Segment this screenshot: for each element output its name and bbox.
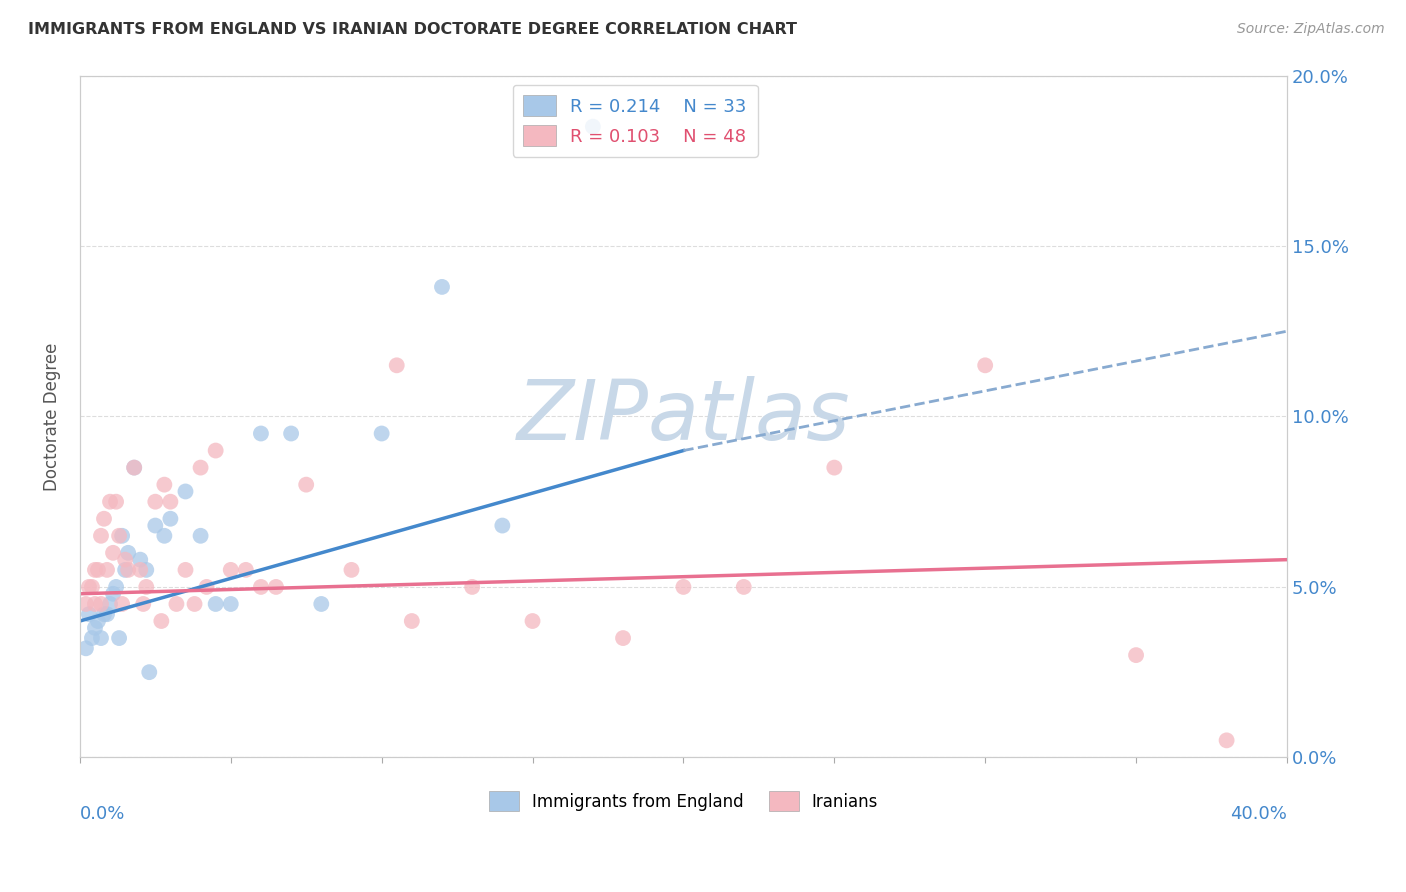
Point bbox=[105, 494, 128, 508]
Point bbox=[87, 614, 110, 628]
Point bbox=[219, 563, 242, 577]
Point bbox=[96, 563, 118, 577]
Text: Source: ZipAtlas.com: Source: ZipAtlas.com bbox=[1237, 22, 1385, 37]
Point bbox=[280, 426, 302, 441]
Text: IMMIGRANTS FROM ENGLAND VS IRANIAN DOCTORATE DEGREE CORRELATION CHART: IMMIGRANTS FROM ENGLAND VS IRANIAN DOCTO… bbox=[28, 22, 797, 37]
Point bbox=[111, 529, 134, 543]
Point bbox=[430, 280, 453, 294]
Point bbox=[101, 546, 124, 560]
Point bbox=[108, 529, 131, 543]
Point bbox=[153, 477, 176, 491]
Point bbox=[80, 631, 103, 645]
Point bbox=[612, 631, 634, 645]
Point bbox=[117, 546, 139, 560]
Point bbox=[190, 529, 212, 543]
Point bbox=[77, 607, 100, 622]
Point bbox=[114, 563, 136, 577]
Point bbox=[143, 494, 166, 508]
Point bbox=[84, 563, 107, 577]
Point bbox=[150, 614, 173, 628]
Point bbox=[132, 597, 155, 611]
Point bbox=[135, 563, 157, 577]
Point bbox=[90, 597, 112, 611]
Point bbox=[84, 621, 107, 635]
Point bbox=[135, 580, 157, 594]
Point bbox=[111, 597, 134, 611]
Point bbox=[522, 614, 544, 628]
Point bbox=[823, 460, 845, 475]
Point bbox=[491, 518, 513, 533]
Point bbox=[672, 580, 695, 594]
Point bbox=[96, 607, 118, 622]
Point bbox=[582, 120, 605, 134]
Point bbox=[143, 518, 166, 533]
Point bbox=[159, 494, 181, 508]
Point bbox=[190, 460, 212, 475]
Point bbox=[117, 563, 139, 577]
Text: 0.0%: 0.0% bbox=[80, 805, 125, 823]
Point bbox=[98, 597, 121, 611]
Point bbox=[105, 580, 128, 594]
Point bbox=[75, 641, 97, 656]
Point bbox=[98, 494, 121, 508]
Point bbox=[90, 529, 112, 543]
Point bbox=[80, 580, 103, 594]
Point bbox=[385, 359, 408, 373]
Point bbox=[340, 563, 363, 577]
Point bbox=[93, 607, 115, 622]
Point bbox=[311, 597, 333, 611]
Point bbox=[90, 631, 112, 645]
Point bbox=[75, 597, 97, 611]
Point bbox=[129, 552, 152, 566]
Point bbox=[101, 587, 124, 601]
Point bbox=[264, 580, 287, 594]
Point bbox=[122, 460, 145, 475]
Point bbox=[1125, 648, 1147, 662]
Point bbox=[204, 597, 226, 611]
Point bbox=[1215, 733, 1237, 747]
Point bbox=[77, 580, 100, 594]
Point bbox=[174, 484, 197, 499]
Point bbox=[370, 426, 392, 441]
Point bbox=[250, 426, 273, 441]
Point bbox=[174, 563, 197, 577]
Text: 40.0%: 40.0% bbox=[1230, 805, 1286, 823]
Point bbox=[153, 529, 176, 543]
Point bbox=[219, 597, 242, 611]
Text: ZIPatlas: ZIPatlas bbox=[516, 376, 851, 457]
Y-axis label: Doctorate Degree: Doctorate Degree bbox=[44, 343, 60, 491]
Point bbox=[93, 512, 115, 526]
Point bbox=[461, 580, 484, 594]
Point bbox=[733, 580, 755, 594]
Point bbox=[87, 563, 110, 577]
Point bbox=[974, 359, 997, 373]
Legend: Immigrants from England, Iranians: Immigrants from England, Iranians bbox=[482, 785, 884, 817]
Point bbox=[159, 512, 181, 526]
Point bbox=[183, 597, 205, 611]
Point bbox=[204, 443, 226, 458]
Point bbox=[129, 563, 152, 577]
Point bbox=[295, 477, 318, 491]
Point bbox=[165, 597, 187, 611]
Point bbox=[401, 614, 423, 628]
Point bbox=[84, 597, 107, 611]
Point bbox=[122, 460, 145, 475]
Point bbox=[108, 631, 131, 645]
Point bbox=[138, 665, 160, 680]
Point bbox=[195, 580, 218, 594]
Point bbox=[235, 563, 257, 577]
Point bbox=[114, 552, 136, 566]
Point bbox=[250, 580, 273, 594]
